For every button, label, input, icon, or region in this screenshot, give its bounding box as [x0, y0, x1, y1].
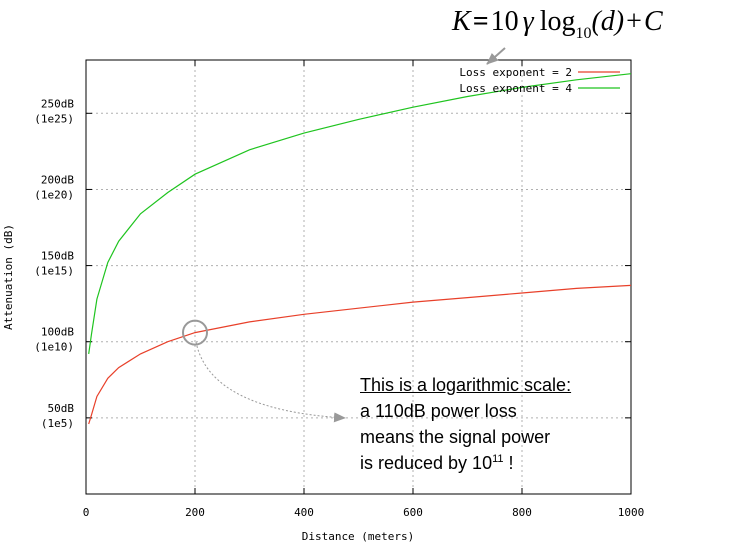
formula-gamma: γ: [523, 6, 535, 37]
legend-label-1: Loss exponent = 2: [459, 66, 572, 79]
x-tick-label: 1000: [618, 506, 645, 519]
annotation-line-3: means the signal power: [360, 427, 551, 447]
y-axis-label: Attenuation (dB): [2, 224, 15, 330]
y-tick-sublabel: (1e15): [34, 265, 74, 278]
x-tick-label: 200: [185, 506, 205, 519]
y-tick-sublabel: (1e25): [34, 112, 74, 125]
formula-k: K: [451, 6, 472, 37]
annotation-title: This is a logarithmic scale:: [360, 375, 572, 395]
annotation-line-4-prefix: is reduced by 10: [360, 453, 493, 473]
legend-label-2: Loss exponent = 4: [459, 82, 572, 95]
y-tick-sublabel: (1e5): [41, 417, 74, 430]
formula-plus: +: [626, 6, 642, 37]
axis-ticks: 0 200 400 600 800 1000 50dB (1e5) 100dB (1e10) 150…: [34, 60, 644, 519]
annotation-line-4: is reduced by 1011 !: [360, 450, 700, 476]
formula-equals: =: [473, 6, 489, 37]
x-tick-label: 400: [294, 506, 314, 519]
series-line-2: [88, 73, 632, 354]
annotation-exponent: 11: [492, 453, 504, 465]
legend: Loss exponent = 2 Loss exponent = 4: [459, 66, 620, 95]
x-tick-label: 600: [403, 506, 423, 519]
x-axis-label: Distance (meters): [302, 530, 415, 543]
plot-frame: [85, 59, 632, 495]
y-tick-label: 100dB: [41, 326, 74, 339]
formula-arrow: [486, 47, 506, 65]
y-tick-label: 150dB: [41, 250, 74, 263]
highlight-circle: [182, 319, 208, 346]
formula-constant: C: [644, 6, 663, 37]
annotation-line-4-suffix: !: [503, 453, 514, 473]
formula-log: log: [540, 6, 576, 37]
y-tick-label: 250dB: [41, 97, 74, 110]
y-tick-label: 50dB: [48, 402, 75, 415]
y-tick-sublabel: (1e10): [34, 341, 74, 354]
formula-arg: (d): [591, 6, 624, 37]
series-line-1: [88, 284, 632, 425]
callout-arrow: [195, 341, 346, 423]
x-tick-label: 800: [512, 506, 532, 519]
annotation-box: This is a logarithmic scale: a 110dB pow…: [360, 372, 700, 476]
y-tick-sublabel: (1e20): [34, 188, 74, 201]
formula-base: 10: [575, 25, 591, 42]
y-tick-label: 200dB: [41, 173, 74, 186]
grid: [86, 60, 631, 494]
formula: K=10 γ log10(d)+C: [451, 6, 663, 42]
formula-coef: 10: [491, 6, 519, 37]
series-group: [88, 73, 632, 425]
x-tick-label: 0: [83, 506, 90, 519]
callouts: [182, 47, 506, 423]
annotation-line-2: a 110dB power loss: [360, 401, 517, 421]
